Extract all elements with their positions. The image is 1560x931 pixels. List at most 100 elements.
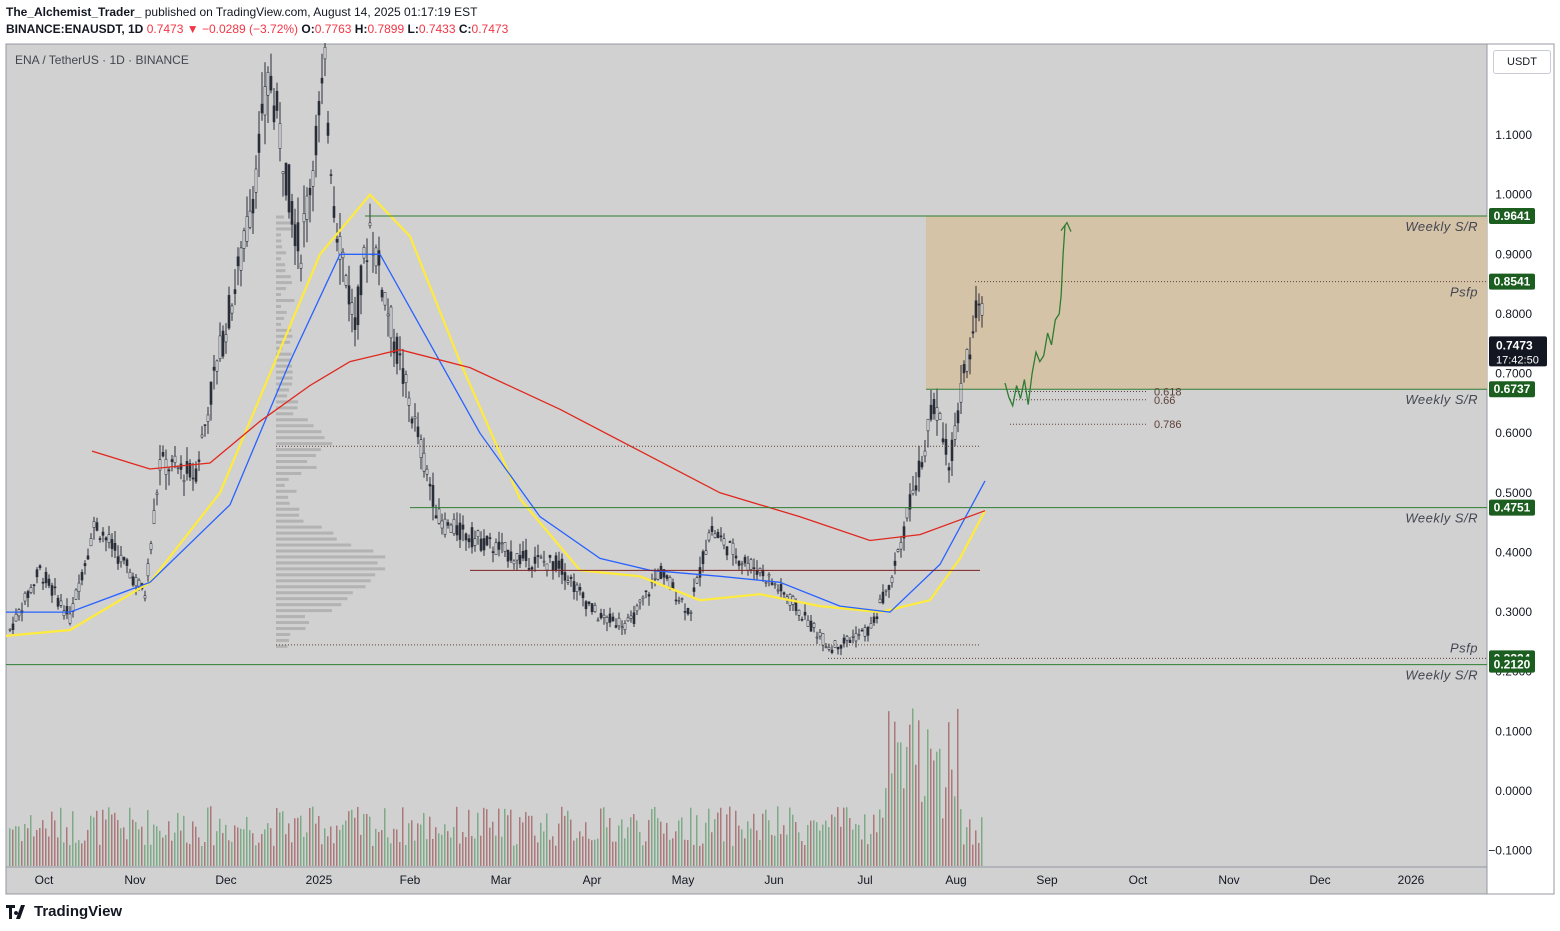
- volume-bar: [60, 807, 62, 866]
- volume-bar: [774, 835, 776, 866]
- last-price-badge-value: 0.7473: [1496, 338, 1533, 352]
- candle-body: [665, 575, 669, 579]
- candle-body: [224, 334, 228, 343]
- candle-body: [374, 247, 378, 267]
- volume-bar: [879, 809, 881, 866]
- candle-body: [971, 331, 975, 334]
- volume-bar: [210, 806, 212, 866]
- volume-bar: [600, 808, 602, 866]
- volume-bar: [885, 788, 887, 866]
- ma-yellow: [5, 192, 986, 637]
- volume-bar: [579, 831, 581, 866]
- candle-body: [935, 407, 939, 421]
- candle-body: [917, 460, 921, 478]
- volume-bar: [402, 807, 404, 866]
- candle-body: [686, 608, 690, 615]
- candle-body: [860, 629, 864, 632]
- series-legend[interactable]: ENA / TetherUS · 1D · BINANCE: [15, 53, 189, 67]
- candle-body: [464, 533, 468, 541]
- candle-body: [209, 381, 213, 405]
- candle-body: [866, 627, 870, 636]
- volume-bar: [516, 844, 518, 866]
- volume-bar: [732, 845, 734, 866]
- candle-body: [563, 572, 567, 581]
- candle-body: [407, 397, 411, 406]
- volume-bar: [534, 835, 536, 866]
- candle-body: [725, 546, 729, 556]
- candle-body: [545, 563, 549, 571]
- volume-bar: [861, 839, 863, 866]
- volume-bar: [909, 724, 911, 866]
- volume-bar: [396, 829, 398, 866]
- volume-bar: [870, 833, 872, 866]
- volume-bar: [138, 829, 140, 866]
- candle-body: [848, 639, 852, 643]
- candle-body: [629, 615, 633, 619]
- volume-bar: [30, 815, 32, 866]
- volume-bar: [678, 820, 680, 866]
- volume-profile-bar: [276, 477, 289, 481]
- volume-bar: [588, 838, 590, 866]
- volume-bar: [444, 824, 446, 866]
- volume-bar: [189, 843, 191, 866]
- volume-bar: [810, 820, 812, 866]
- volume-bar: [273, 845, 275, 866]
- candle-body: [845, 635, 849, 641]
- annotation-label: Weekly S/R: [1405, 392, 1478, 407]
- candle-body: [254, 168, 258, 193]
- author-name[interactable]: The_Alchemist_Trader_: [6, 5, 142, 19]
- candle-body: [194, 468, 198, 482]
- candle-body: [419, 439, 423, 458]
- volume-bar: [591, 840, 593, 866]
- volume-bar: [339, 829, 341, 866]
- volume-bar: [933, 760, 935, 866]
- candle-body: [113, 543, 117, 551]
- volume-bar: [432, 838, 434, 866]
- candle-body: [689, 612, 693, 614]
- close-value: 0.7473: [471, 22, 509, 36]
- volume-bar: [228, 840, 230, 866]
- volume-bar: [90, 815, 92, 866]
- candle-body: [659, 565, 663, 579]
- volume-bar: [969, 819, 971, 866]
- volume-bar: [24, 823, 26, 866]
- volume-bar: [657, 818, 659, 866]
- candle-body: [230, 305, 234, 314]
- volume-bar: [429, 816, 431, 866]
- volume-bar: [21, 841, 23, 866]
- volume-bar: [231, 841, 233, 866]
- candle-body: [23, 592, 27, 602]
- candle-body: [926, 418, 930, 432]
- candle-body: [482, 538, 486, 551]
- x-tick-label: Sep: [1036, 873, 1058, 887]
- candle-body: [476, 530, 480, 538]
- volume-bar: [975, 830, 977, 866]
- candle-body: [713, 533, 717, 538]
- projection-arrow-icon: [1060, 221, 1072, 232]
- candle-body: [284, 162, 288, 196]
- volume-bar: [921, 801, 923, 866]
- candle-body: [683, 611, 687, 613]
- candle-body: [596, 619, 600, 622]
- volume-bar: [867, 844, 869, 866]
- volume-bar: [78, 840, 80, 866]
- volume-bar: [66, 827, 68, 866]
- volume-bar: [420, 824, 422, 866]
- x-tick-label: Oct: [1129, 873, 1148, 887]
- candle-body: [518, 554, 522, 565]
- y-tick-label: 0.8000: [1495, 307, 1532, 321]
- volume-profile-bar: [276, 579, 371, 583]
- currency-button[interactable]: USDT: [1493, 50, 1551, 74]
- candle-body: [86, 555, 90, 560]
- candle-body: [947, 467, 951, 471]
- tradingview-brand[interactable]: TradingView: [34, 903, 123, 920]
- volume-bar: [735, 810, 737, 866]
- volume-bar: [567, 810, 569, 866]
- volume-bar: [564, 815, 566, 866]
- volume-bar: [489, 827, 491, 866]
- volume-bar: [783, 825, 785, 866]
- volume-bar: [150, 844, 152, 866]
- volume-bar: [831, 814, 833, 866]
- volume-profile-bar: [276, 263, 286, 267]
